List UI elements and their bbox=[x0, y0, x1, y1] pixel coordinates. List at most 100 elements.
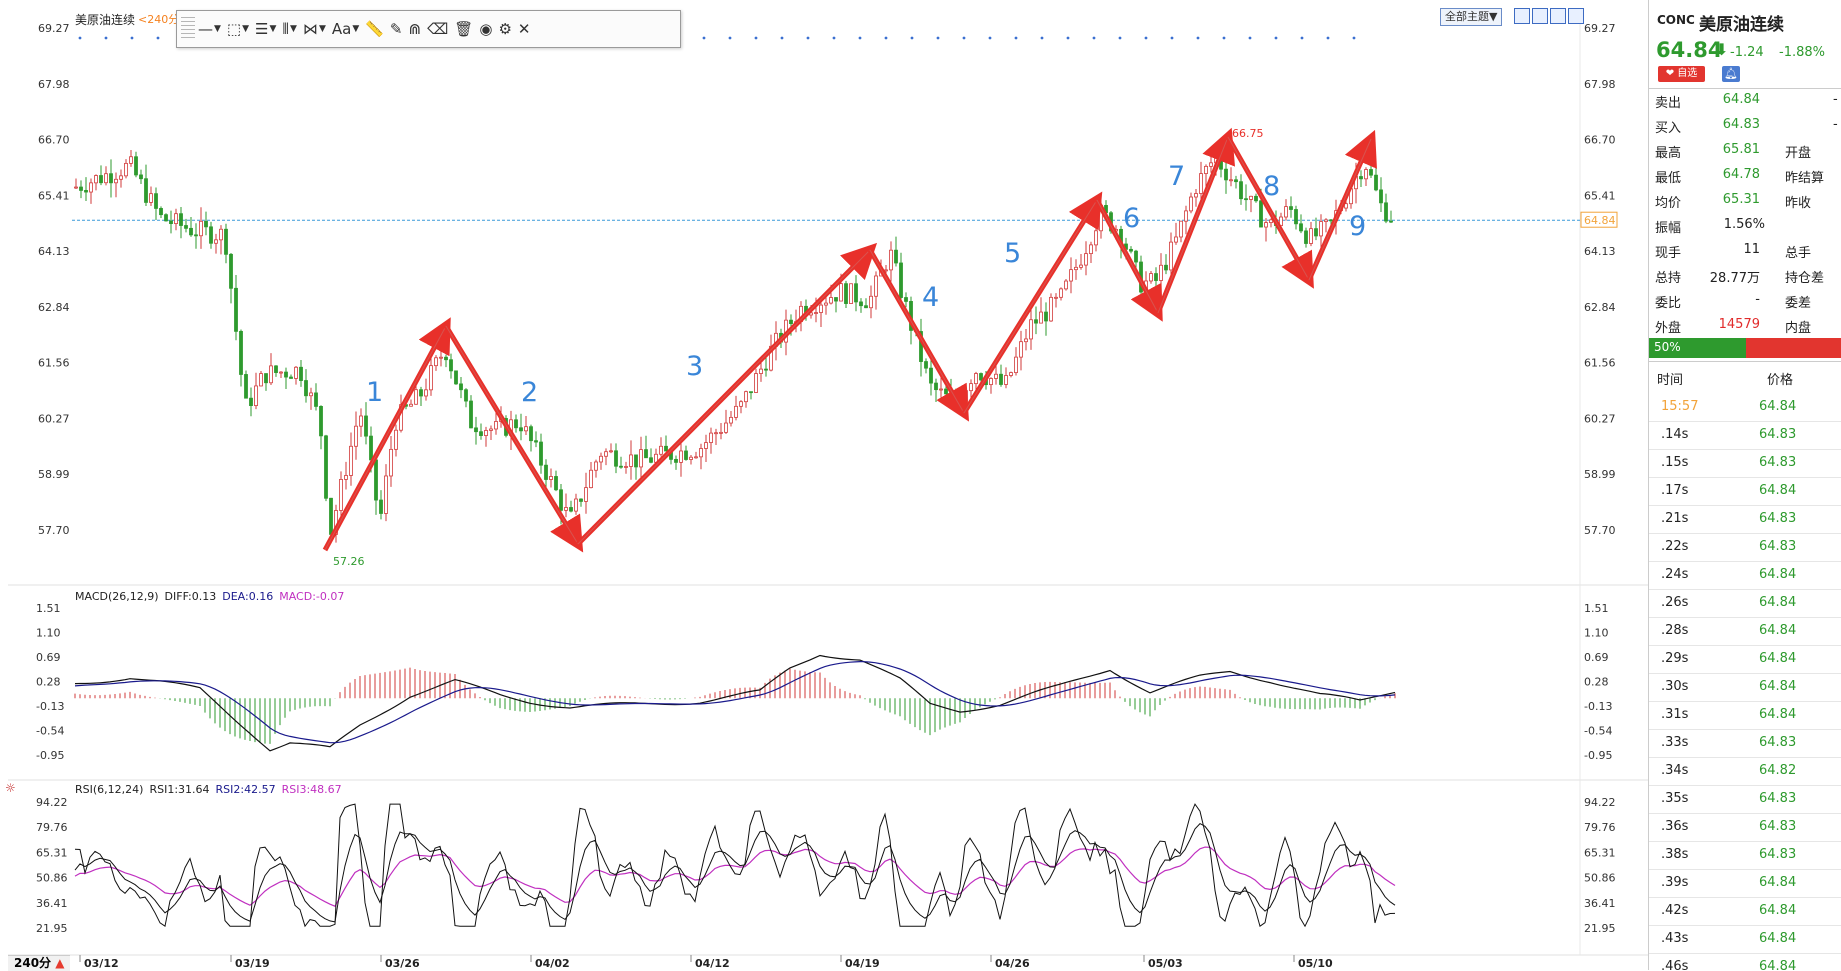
macd-axis-label-right: -0.95 bbox=[1584, 749, 1612, 762]
candle-body bbox=[1264, 222, 1268, 228]
period-button[interactable]: 240分 ▲ bbox=[8, 955, 71, 971]
candle-body bbox=[129, 156, 133, 164]
tick-row[interactable]: .15s 64.83 bbox=[1649, 449, 1841, 478]
candle-body bbox=[354, 425, 358, 447]
candle-body bbox=[554, 476, 558, 491]
tick-row[interactable]: .34s 64.82 bbox=[1649, 757, 1841, 786]
macd-axis-label-right: -0.13 bbox=[1584, 700, 1612, 713]
candle-body bbox=[1359, 176, 1363, 180]
layout-split-icon[interactable] bbox=[1550, 8, 1566, 24]
candle-body bbox=[164, 214, 168, 222]
tick-row[interactable]: .14s 64.83 bbox=[1649, 421, 1841, 450]
macd-title: MACD(26,12,9) DIFF:0.13 DEA:0.16 MACD:-0.07 bbox=[75, 590, 344, 603]
chevron-down-icon: ▼ bbox=[290, 24, 297, 34]
tick-price: 64.82 bbox=[1759, 763, 1797, 778]
candle-body bbox=[89, 182, 93, 193]
candle-body bbox=[449, 359, 453, 372]
pattern-tool-button[interactable]: ⋈ ▼ bbox=[303, 16, 326, 42]
eraser-button[interactable]: ⌫ bbox=[427, 16, 448, 42]
candle-body bbox=[969, 383, 973, 392]
chart-canvas[interactable]: 69.27 69.27 67.98 67.98 66.70 66.70 65.41 65.41… bbox=[0, 0, 1648, 970]
tick-row[interactable]: .36s 64.83 bbox=[1649, 813, 1841, 842]
marker-dot bbox=[1170, 36, 1174, 40]
tick-time: .29s bbox=[1661, 651, 1689, 666]
tick-price: 64.84 bbox=[1759, 707, 1797, 722]
trash-icon: 🗑 bbox=[454, 20, 474, 38]
candle-body bbox=[684, 450, 688, 460]
tick-row[interactable]: .43s 64.84 bbox=[1649, 925, 1841, 954]
candle-body bbox=[704, 442, 708, 449]
close-button[interactable]: ✕ bbox=[518, 16, 531, 42]
candle-body bbox=[294, 366, 298, 379]
tick-price: 64.84 bbox=[1759, 567, 1797, 582]
candle-body bbox=[1094, 230, 1098, 246]
drag-handle[interactable] bbox=[181, 17, 195, 41]
tick-price: 64.83 bbox=[1759, 455, 1797, 470]
theme-dropdown[interactable]: 全部主题▼ bbox=[1440, 8, 1503, 26]
tick-row[interactable]: .42s 64.84 bbox=[1649, 897, 1841, 926]
tick-time: .42s bbox=[1661, 903, 1689, 918]
layout-full-icon[interactable] bbox=[1568, 8, 1584, 24]
candle-body bbox=[244, 374, 248, 399]
candle-body bbox=[1059, 288, 1063, 298]
ticks-list[interactable]: 15:57 64.84 .14s 64.83 .15s 64.83 .17s 64.84 .21… bbox=[1649, 393, 1841, 970]
tick-row[interactable]: .31s 64.84 bbox=[1649, 701, 1841, 730]
magnet-button[interactable]: ⋒ bbox=[409, 16, 422, 42]
tick-row[interactable]: .17s 64.84 bbox=[1649, 477, 1841, 506]
candle-body bbox=[424, 389, 428, 397]
candle-body bbox=[179, 213, 183, 226]
text-tool-button[interactable]: Aa ▼ bbox=[332, 16, 359, 42]
tick-row[interactable]: .46s 64.84 bbox=[1649, 953, 1841, 970]
eye-button[interactable]: ◉ bbox=[479, 16, 492, 42]
pencil-button[interactable]: ✎ bbox=[390, 16, 403, 42]
macd-axis-label-left: 0.69 bbox=[36, 651, 61, 664]
layout-single-icon[interactable] bbox=[1532, 8, 1548, 24]
tick-price: 64.83 bbox=[1759, 427, 1797, 442]
candle-body bbox=[989, 378, 993, 386]
favorite-button[interactable]: ❤ 自选 bbox=[1658, 66, 1705, 82]
marker-dot bbox=[780, 36, 784, 40]
marker-dot bbox=[1248, 36, 1252, 40]
candle-body bbox=[139, 174, 143, 180]
date-axis-label: 04/12 bbox=[695, 957, 730, 970]
bell-icon[interactable]: 🔔︎ bbox=[1722, 66, 1740, 82]
candle-body bbox=[604, 451, 608, 457]
tick-row[interactable]: 15:57 64.84 bbox=[1649, 393, 1841, 422]
rsi-rsi2-label: RSI2:42.57 bbox=[216, 783, 276, 796]
line-tool-button[interactable]: — ▼ bbox=[198, 16, 221, 42]
candle-body bbox=[144, 178, 148, 203]
gear-button[interactable]: ⚙ bbox=[498, 16, 511, 42]
wave-arrow-thin bbox=[1096, 199, 1159, 314]
tick-row[interactable]: .26s 64.84 bbox=[1649, 589, 1841, 618]
quote-row: 最低 64.78 昨结算 bbox=[1655, 163, 1835, 187]
tick-row[interactable]: .28s 64.84 bbox=[1649, 617, 1841, 646]
eraser-icon: ⌫ bbox=[427, 20, 449, 38]
tick-row[interactable]: .29s 64.84 bbox=[1649, 645, 1841, 674]
tick-row[interactable]: .30s 64.84 bbox=[1649, 673, 1841, 702]
rect-tool-button[interactable]: ⬚ ▼ bbox=[227, 16, 249, 42]
fib-tool-button[interactable]: ☰ ▼ bbox=[255, 16, 276, 42]
tick-row[interactable]: .38s 64.83 bbox=[1649, 841, 1841, 870]
tick-row[interactable]: .33s 64.83 bbox=[1649, 729, 1841, 758]
quote-row-label: 均价 bbox=[1655, 196, 1682, 211]
quote-row-label2: 昨收 bbox=[1785, 196, 1812, 211]
tick-row[interactable]: .24s 64.84 bbox=[1649, 561, 1841, 590]
rsi-axis-label-right: 21.95 bbox=[1584, 922, 1616, 935]
period-label[interactable]: <240分 bbox=[138, 13, 180, 26]
tick-row[interactable]: .39s 64.84 bbox=[1649, 869, 1841, 898]
layout-grid-icon[interactable] bbox=[1514, 8, 1530, 24]
wave-label-4: 4 bbox=[922, 282, 939, 313]
candle-body bbox=[464, 389, 468, 402]
macd-title-label: MACD(26,12,9) bbox=[75, 590, 159, 603]
tick-row[interactable]: .35s 64.83 bbox=[1649, 785, 1841, 814]
candle-body bbox=[409, 403, 413, 407]
candle-body bbox=[514, 419, 518, 429]
channel-tool-button[interactable]: ⦀ ▼ bbox=[282, 16, 297, 42]
trash-button[interactable]: 🗑 bbox=[454, 16, 473, 42]
ruler-button[interactable]: 📏 bbox=[365, 16, 384, 42]
wave-label-5: 5 bbox=[1004, 238, 1021, 269]
tick-row[interactable]: .22s 64.83 bbox=[1649, 533, 1841, 562]
tick-price: 64.83 bbox=[1759, 511, 1797, 526]
tick-row[interactable]: .21s 64.83 bbox=[1649, 505, 1841, 534]
candle-body bbox=[479, 431, 483, 436]
